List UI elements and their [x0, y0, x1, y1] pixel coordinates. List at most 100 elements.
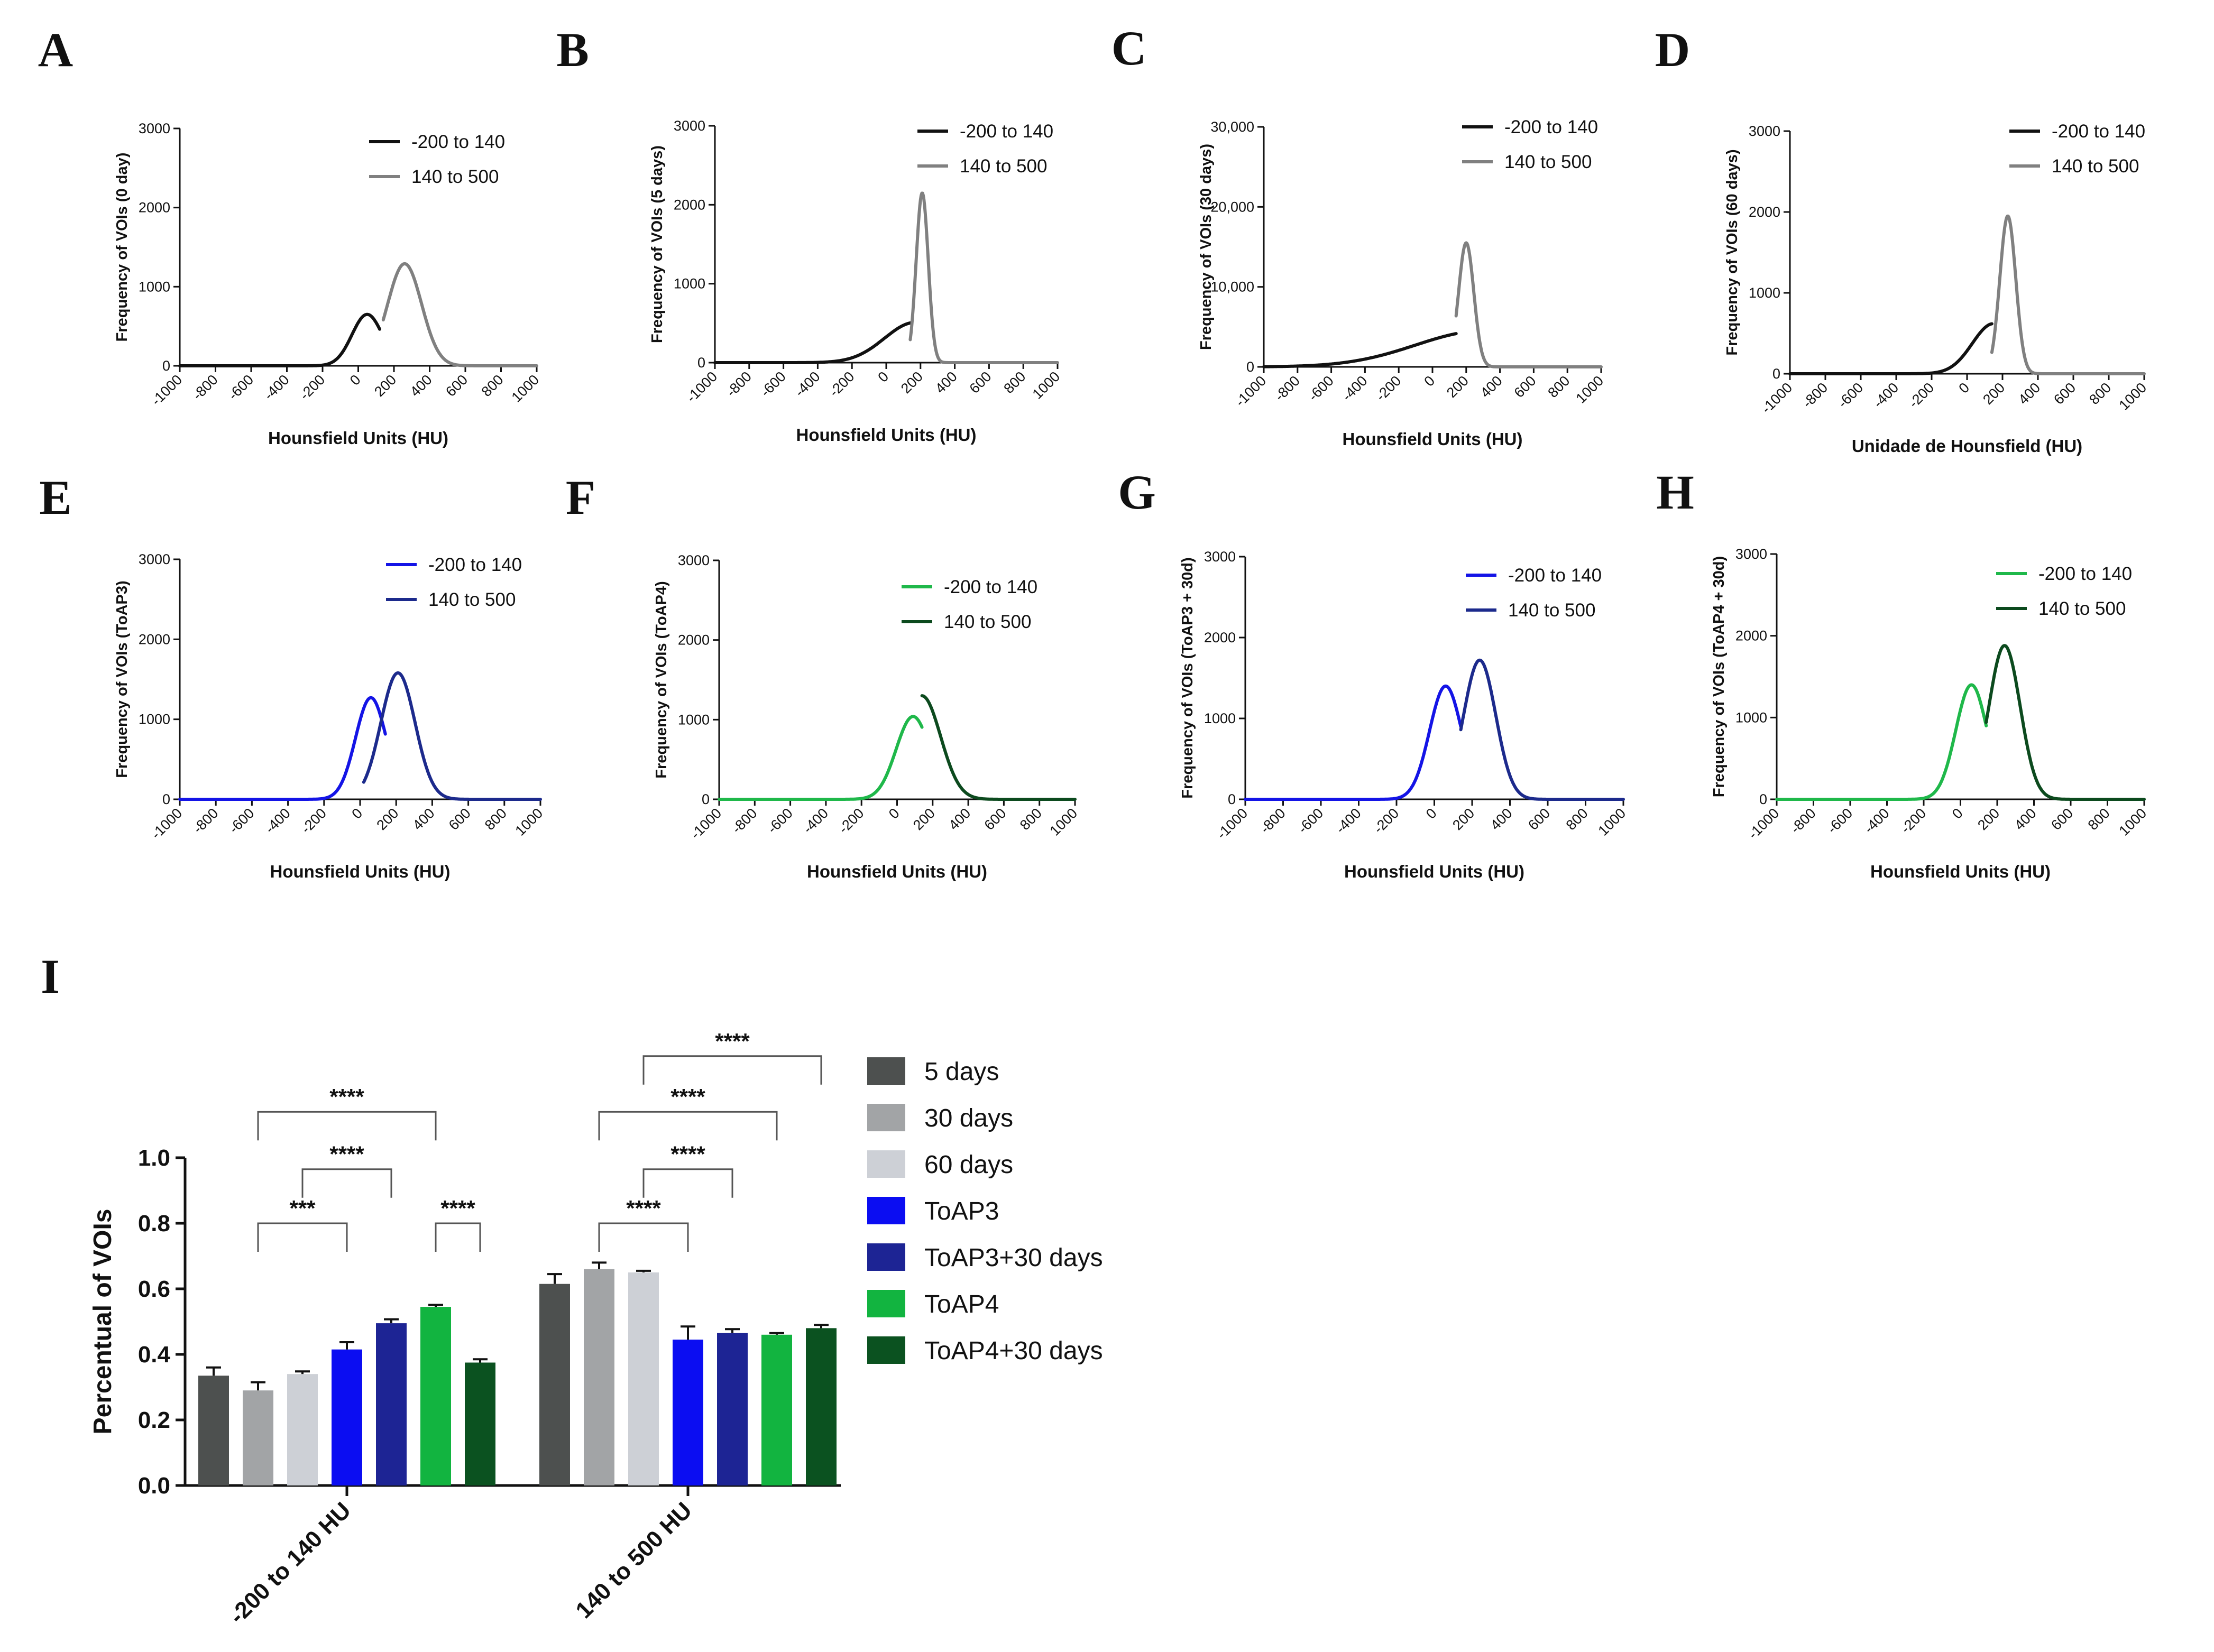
- x-tick-label: -1000: [148, 372, 185, 409]
- y-tick-label: 1000: [1204, 710, 1236, 726]
- legend-swatch: [867, 1290, 905, 1317]
- x-tick-label: -200: [297, 372, 328, 403]
- y-tick-label: 1000: [1735, 709, 1767, 725]
- x-tick-label: -600: [1305, 373, 1336, 404]
- bar: [287, 1374, 318, 1485]
- x-tick-label: 0: [347, 372, 364, 389]
- x-tick-label: 400: [2015, 380, 2043, 408]
- legend-label: 140 to 500: [411, 167, 499, 187]
- y-axis-label: Frequency of VOIs (ToAP3): [114, 580, 131, 778]
- series-line-2: [908, 191, 1059, 364]
- series-line-1: [178, 312, 381, 367]
- series-line-2: [1459, 658, 1625, 801]
- y-tick-label: 0.8: [138, 1211, 170, 1236]
- y-tick-label: 2000: [1749, 204, 1780, 220]
- x-tick-label: 800: [1545, 373, 1573, 401]
- significance-bracket: [642, 1055, 822, 1085]
- x-tick-label: 800: [482, 805, 510, 833]
- legend-swatch: [867, 1104, 905, 1131]
- x-tick-label: -600: [1824, 805, 1855, 836]
- x-tick-label: 200: [371, 372, 399, 400]
- x-tick-label: 400: [932, 368, 960, 396]
- x-axis-label: Unidade de Hounsfield (HU): [1852, 436, 2082, 456]
- x-tick-label: 1000: [509, 372, 543, 405]
- series-line-1: [1788, 322, 1993, 375]
- x-tick-label: -800: [723, 368, 755, 400]
- y-tick-label: 0.2: [138, 1407, 170, 1433]
- y-tick-label: 0: [162, 358, 170, 374]
- legend-label: -200 to 140: [2038, 564, 2132, 584]
- y-tick-label: 20,000: [1210, 199, 1254, 215]
- bar: [806, 1328, 837, 1485]
- x-axis-label: Hounsfield Units (HU): [270, 862, 451, 881]
- x-tick-label: -400: [1861, 805, 1892, 836]
- legend-label: 140 to 500: [944, 612, 1031, 632]
- x-axis-label: Hounsfield Units (HU): [268, 428, 448, 448]
- y-tick-label: 0.4: [138, 1342, 171, 1368]
- legend-swatch: [867, 1336, 905, 1364]
- bar: [761, 1334, 792, 1485]
- y-tick-label: 0: [1772, 366, 1780, 382]
- legend-label: 140 to 500: [1508, 600, 1595, 621]
- y-axis-label: Frequency of VOIs (ToAP3 + 30d): [1179, 557, 1196, 798]
- x-tick-label: 600: [1525, 805, 1553, 833]
- panel-label: G: [1118, 465, 1156, 519]
- bar: [673, 1340, 703, 1485]
- series-line-2: [381, 262, 538, 367]
- series-line-2: [1985, 644, 2146, 801]
- series-line-2: [362, 671, 542, 801]
- x-tick-label: 200: [1444, 373, 1472, 401]
- y-tick-label: 1000: [1749, 285, 1780, 301]
- panel-d: D 0 1000 2000 3000 -1000 -800 -600 -400 -200 0 200 4…: [1655, 23, 2149, 456]
- x-tick-label: -200: [1371, 805, 1402, 836]
- legend-label: -200 to 140: [944, 577, 1037, 597]
- x-tick-label: -600: [1835, 380, 1866, 411]
- x-tick-label: 1000: [2116, 805, 2150, 839]
- panel-g: G 0 1000 2000 3000 -1000 -800 -600 -400 -200 0 200 4…: [1118, 465, 1629, 881]
- bar: [717, 1333, 748, 1485]
- x-tick-label: 1000: [512, 805, 546, 839]
- x-tick-label: 800: [1563, 805, 1591, 833]
- legend-label: ToAP3: [924, 1197, 999, 1225]
- panel-i: I 0.0 0.2 0.4 0.6 0.8 1.0 Percentual of VOIs -20…: [41, 949, 1103, 1629]
- legend-label: ToAP4: [924, 1290, 999, 1318]
- x-tick-label: 600: [446, 805, 474, 833]
- legend-label: -200 to 140: [1504, 117, 1598, 137]
- y-tick-label: 0: [1246, 359, 1254, 375]
- panel-h: H 0 1000 2000 3000 -1000 -800 -600 -400 -200 0 200 4…: [1656, 465, 2149, 881]
- significance-label: ****: [329, 1142, 364, 1167]
- x-tick-label: -600: [764, 805, 795, 836]
- legend-swatch: [867, 1243, 905, 1271]
- x-tick-label: -800: [1257, 805, 1288, 836]
- significance-bracket: [301, 1168, 392, 1198]
- x-tick-label: 0: [348, 805, 365, 822]
- legend-label: -200 to 140: [960, 121, 1053, 142]
- bar: [465, 1362, 495, 1485]
- legend-label: -200 to 140: [1508, 565, 1602, 586]
- x-tick-label: 800: [1000, 368, 1028, 396]
- x-tick-label: 1000: [2116, 380, 2150, 413]
- x-tick-label: 200: [1449, 805, 1477, 833]
- legend-label: 140 to 500: [960, 156, 1047, 177]
- x-tick-label: 600: [967, 368, 995, 396]
- x-tick-label: -400: [261, 372, 292, 403]
- x-axis-label: Hounsfield Units (HU): [1344, 862, 1524, 881]
- y-axis-label: Frequency of VOIs (0 day): [114, 153, 131, 342]
- x-tick-label: -800: [1787, 805, 1818, 836]
- series-line-2: [1990, 214, 2146, 375]
- bar: [539, 1284, 570, 1485]
- y-tick-label: 3000: [139, 551, 170, 567]
- significance-label: ****: [626, 1196, 661, 1221]
- legend-label: -200 to 140: [2052, 121, 2145, 142]
- x-tick-label: 0: [1949, 805, 1966, 822]
- legend-label: 140 to 500: [2038, 598, 2126, 619]
- x-tick-label: 0: [1423, 805, 1440, 822]
- x-tick-label: -1000: [687, 805, 724, 842]
- x-tick-label: -800: [1799, 380, 1831, 411]
- x-tick-label: -1000: [1758, 380, 1795, 417]
- x-tick-label: 400: [1487, 805, 1515, 833]
- series-line-1: [718, 715, 924, 801]
- significance-label: ****: [329, 1084, 364, 1109]
- x-tick-label: -1000: [1232, 373, 1269, 410]
- y-tick-label: 2000: [1735, 628, 1767, 644]
